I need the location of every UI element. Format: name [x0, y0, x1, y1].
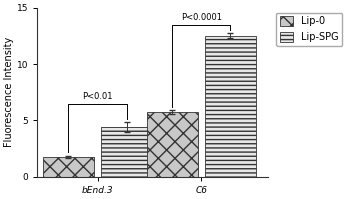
Bar [43, 157, 94, 177]
Text: P<0.0001: P<0.0001 [181, 13, 222, 22]
Bar [147, 112, 197, 177]
Legend: Lip-0, Lip-SPG: Lip-0, Lip-SPG [276, 13, 342, 46]
Text: P<0.01: P<0.01 [82, 92, 113, 101]
Bar [101, 127, 152, 177]
Bar [205, 36, 256, 177]
Y-axis label: Fluorescence Intensity: Fluorescence Intensity [4, 37, 14, 147]
